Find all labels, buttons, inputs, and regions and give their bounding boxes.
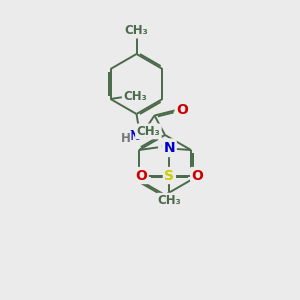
Text: N: N	[129, 129, 140, 142]
Text: Cl: Cl	[160, 140, 175, 154]
Text: O: O	[176, 103, 188, 117]
Text: O: O	[192, 169, 203, 182]
Text: S: S	[164, 169, 174, 182]
Text: O: O	[135, 169, 147, 182]
Text: CH₃: CH₃	[123, 89, 147, 103]
Text: N: N	[164, 142, 175, 155]
Text: H: H	[121, 131, 130, 145]
Text: CH₃: CH₃	[136, 125, 160, 138]
Text: CH₃: CH₃	[124, 24, 148, 37]
Text: CH₃: CH₃	[158, 194, 181, 207]
